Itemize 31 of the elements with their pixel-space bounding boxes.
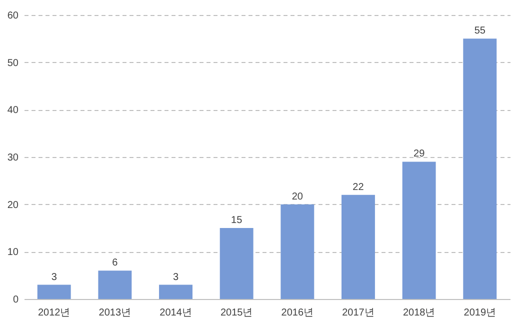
bar (342, 194, 375, 299)
bar (220, 228, 254, 299)
y-tick-label: 10 (7, 247, 19, 258)
y-tick-label: 40 (7, 105, 19, 116)
y-tick-label: 20 (7, 200, 19, 211)
x-tick-label: 2015년 (220, 308, 253, 318)
data-label: 3 (51, 272, 58, 283)
bar (37, 284, 71, 299)
data-label: 6 (112, 258, 118, 269)
x-tick-label: 2017년 (342, 308, 374, 318)
x-tick-label: 2018년 (402, 308, 436, 318)
bar (463, 38, 497, 299)
x-tick-label: 2012년 (38, 308, 70, 318)
x-tick-label: 2016년 (281, 308, 314, 318)
y-tick-label: 50 (7, 58, 19, 69)
data-label: 22 (352, 182, 364, 193)
data-label: 55 (474, 26, 486, 37)
bar (159, 284, 192, 299)
bar (402, 162, 436, 299)
x-tick-label: 2014년 (160, 308, 192, 318)
bar (98, 270, 132, 299)
data-label: 15 (231, 215, 243, 226)
x-tick-label: 2019년 (464, 308, 496, 318)
x-tick-label: 2013년 (98, 308, 132, 318)
bar (280, 204, 314, 299)
data-label: 3 (172, 272, 179, 283)
y-tick-label: 0 (12, 294, 19, 306)
data-label: 29 (414, 148, 426, 160)
y-tick-label: 60 (7, 10, 19, 22)
y-tick-label: 30 (7, 152, 19, 164)
data-label: 20 (292, 191, 304, 202)
